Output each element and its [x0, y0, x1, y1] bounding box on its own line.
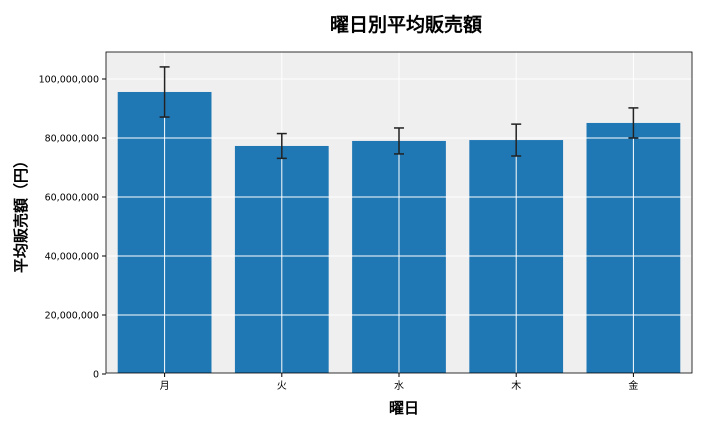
chart-title: 曜日別平均販売額: [330, 13, 482, 36]
y-axis-label: 平均販売額（円）: [12, 153, 30, 273]
x-tick-label-4: 金: [628, 379, 638, 392]
x-tick-label-2: 水: [394, 380, 404, 392]
y-tick-label-4: 80,000,000: [45, 134, 99, 145]
y-tick-label-2: 40,000,000: [45, 252, 99, 263]
y-tick-label-3: 60,000,000: [45, 193, 99, 204]
x-tick-label-1: 火: [277, 380, 287, 392]
y-tick-label-5: 100,000,000: [39, 75, 99, 86]
x-tick-label-0: 月: [160, 380, 170, 392]
y-tick-label-0: 0: [93, 370, 99, 381]
x-axis-label: 曜日: [389, 399, 419, 417]
x-tick-label-3: 木: [511, 380, 521, 392]
y-tick-label-1: 20,000,000: [45, 311, 99, 322]
